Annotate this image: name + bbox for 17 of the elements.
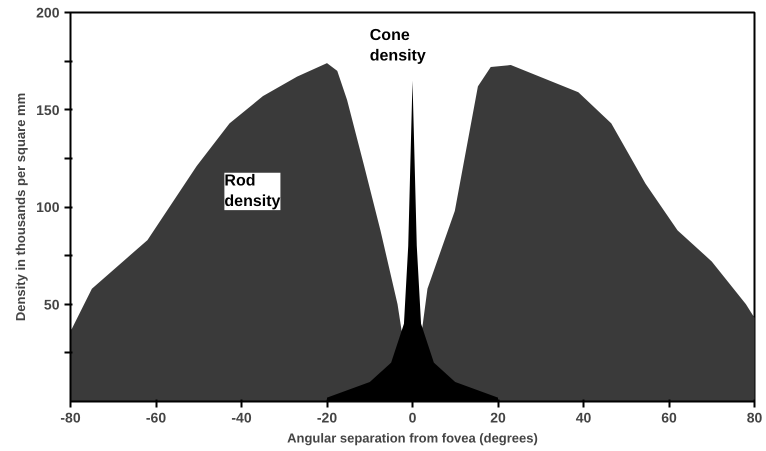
y-tick-label: 200 — [36, 4, 60, 20]
x-tick-label: -60 — [146, 410, 166, 426]
x-tick-label: 20 — [490, 410, 506, 426]
y-tick-label: 150 — [36, 102, 60, 118]
x-tick-label: -20 — [316, 410, 338, 426]
series-label: Cone density — [370, 26, 426, 64]
x-tick-label: 80 — [746, 410, 762, 426]
y-axis-title: Density in thousands per square mm — [13, 92, 28, 322]
x-tick-label: 0 — [408, 410, 417, 426]
y-tick-label: 50 — [44, 296, 60, 312]
x-tick-label: 60 — [661, 410, 677, 426]
x-tick-label: -40 — [231, 410, 252, 426]
x-tick-label: 40 — [576, 410, 592, 426]
x-axis-title: Angular separation from fovea (degrees) — [287, 430, 538, 446]
y-tick-label: 100 — [36, 199, 60, 215]
x-tick-label: -80 — [60, 410, 81, 426]
series-label: Rod density — [224, 172, 281, 210]
